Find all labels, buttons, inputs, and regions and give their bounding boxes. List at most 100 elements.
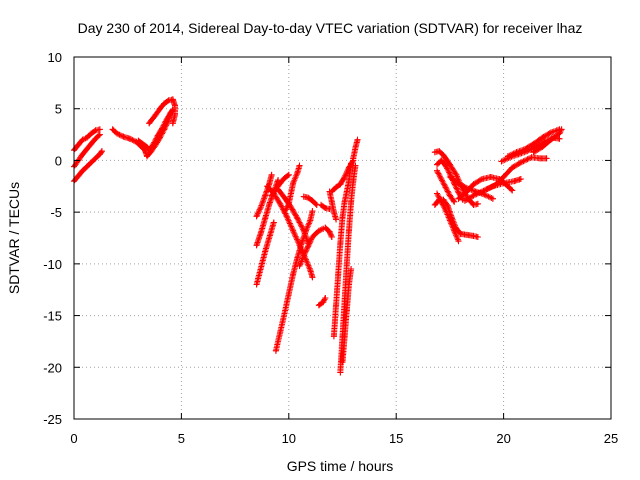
x-tick-label: 25	[604, 431, 618, 446]
data-point	[146, 120, 153, 127]
data-point	[309, 197, 316, 204]
data-point	[253, 242, 260, 249]
data-point	[79, 136, 86, 143]
data-point	[498, 158, 505, 165]
data-point	[446, 173, 453, 180]
data-point	[135, 137, 142, 144]
data-point	[530, 149, 537, 156]
data-point	[88, 159, 95, 166]
data-point	[442, 207, 449, 214]
data-point	[330, 209, 337, 216]
data-series	[530, 126, 565, 156]
data-point	[513, 149, 520, 156]
data-series	[281, 162, 303, 216]
data-point	[159, 125, 166, 132]
data-point	[290, 227, 297, 234]
data-point	[165, 97, 172, 104]
data-point	[470, 192, 477, 199]
data-point	[328, 188, 335, 195]
data-series	[483, 154, 550, 193]
x-axis: 0 5 10 15 20 25	[70, 57, 618, 446]
data-point	[163, 117, 170, 124]
data-point	[438, 157, 445, 164]
data-point	[150, 140, 157, 147]
data-point	[98, 148, 105, 155]
data-point	[489, 195, 496, 202]
data-point	[161, 100, 168, 107]
data-point	[266, 200, 273, 207]
data-point	[309, 208, 316, 215]
data-point	[455, 195, 462, 202]
data-point	[322, 224, 329, 231]
data-point	[315, 302, 322, 309]
data-point	[442, 184, 449, 191]
data-point	[171, 111, 178, 118]
data-point	[83, 146, 90, 153]
data-point	[474, 233, 481, 240]
data-point	[339, 214, 346, 221]
data-point	[169, 96, 176, 103]
data-point	[487, 173, 494, 180]
data-point	[283, 213, 290, 220]
data-point	[455, 189, 462, 196]
data-point	[438, 198, 445, 205]
data-point	[440, 152, 447, 159]
data-point	[156, 105, 163, 112]
data-point	[139, 140, 146, 147]
data-point	[253, 213, 260, 220]
y-tick-label: 10	[48, 50, 62, 65]
data-point	[434, 167, 441, 174]
data-series	[315, 294, 329, 309]
data-point	[438, 176, 445, 183]
data-point	[298, 240, 305, 247]
data-point	[320, 299, 327, 306]
data-point	[300, 193, 307, 200]
data-point	[152, 111, 159, 118]
data-point	[341, 333, 348, 340]
y-tick-label: -10	[43, 257, 62, 272]
data-point	[492, 182, 499, 189]
data-point	[434, 161, 441, 168]
data-point	[335, 271, 342, 278]
data-series	[326, 188, 340, 223]
data-point	[126, 135, 133, 142]
data-point	[509, 164, 516, 171]
data-point	[272, 186, 279, 193]
data-point	[79, 151, 86, 158]
y-tick-label: 5	[55, 102, 62, 117]
data-series	[268, 171, 292, 199]
data-point	[92, 155, 99, 162]
data-point	[307, 217, 314, 224]
data-point	[257, 229, 264, 236]
data-point	[436, 148, 443, 155]
data-point	[556, 135, 563, 142]
data-series	[109, 106, 176, 160]
data-point	[88, 130, 95, 137]
data-series	[296, 225, 327, 269]
data-point	[543, 155, 550, 162]
data-point	[281, 310, 288, 317]
data-point	[96, 151, 103, 158]
x-tick-label: 15	[389, 431, 403, 446]
y-axis: 10 5 0 -5 -10 -15 -20 -25	[43, 50, 611, 427]
data-point	[96, 126, 103, 133]
data-point	[330, 333, 337, 340]
data-point	[455, 238, 462, 245]
data-point	[352, 145, 359, 152]
data-point	[333, 302, 340, 309]
data-point	[120, 133, 127, 140]
data-series	[71, 126, 103, 154]
data-point	[547, 136, 554, 143]
data-point	[305, 194, 312, 201]
chart-title: Day 230 of 2014, Sidereal Day-to-day VTE…	[78, 20, 583, 36]
data-point	[146, 147, 153, 154]
data-point	[539, 143, 546, 150]
data-point	[451, 198, 458, 205]
data-point	[277, 329, 284, 336]
data-point	[522, 146, 529, 153]
data-series	[434, 190, 462, 245]
data-point	[266, 233, 273, 240]
data-point	[328, 233, 335, 240]
data-point	[442, 162, 449, 169]
